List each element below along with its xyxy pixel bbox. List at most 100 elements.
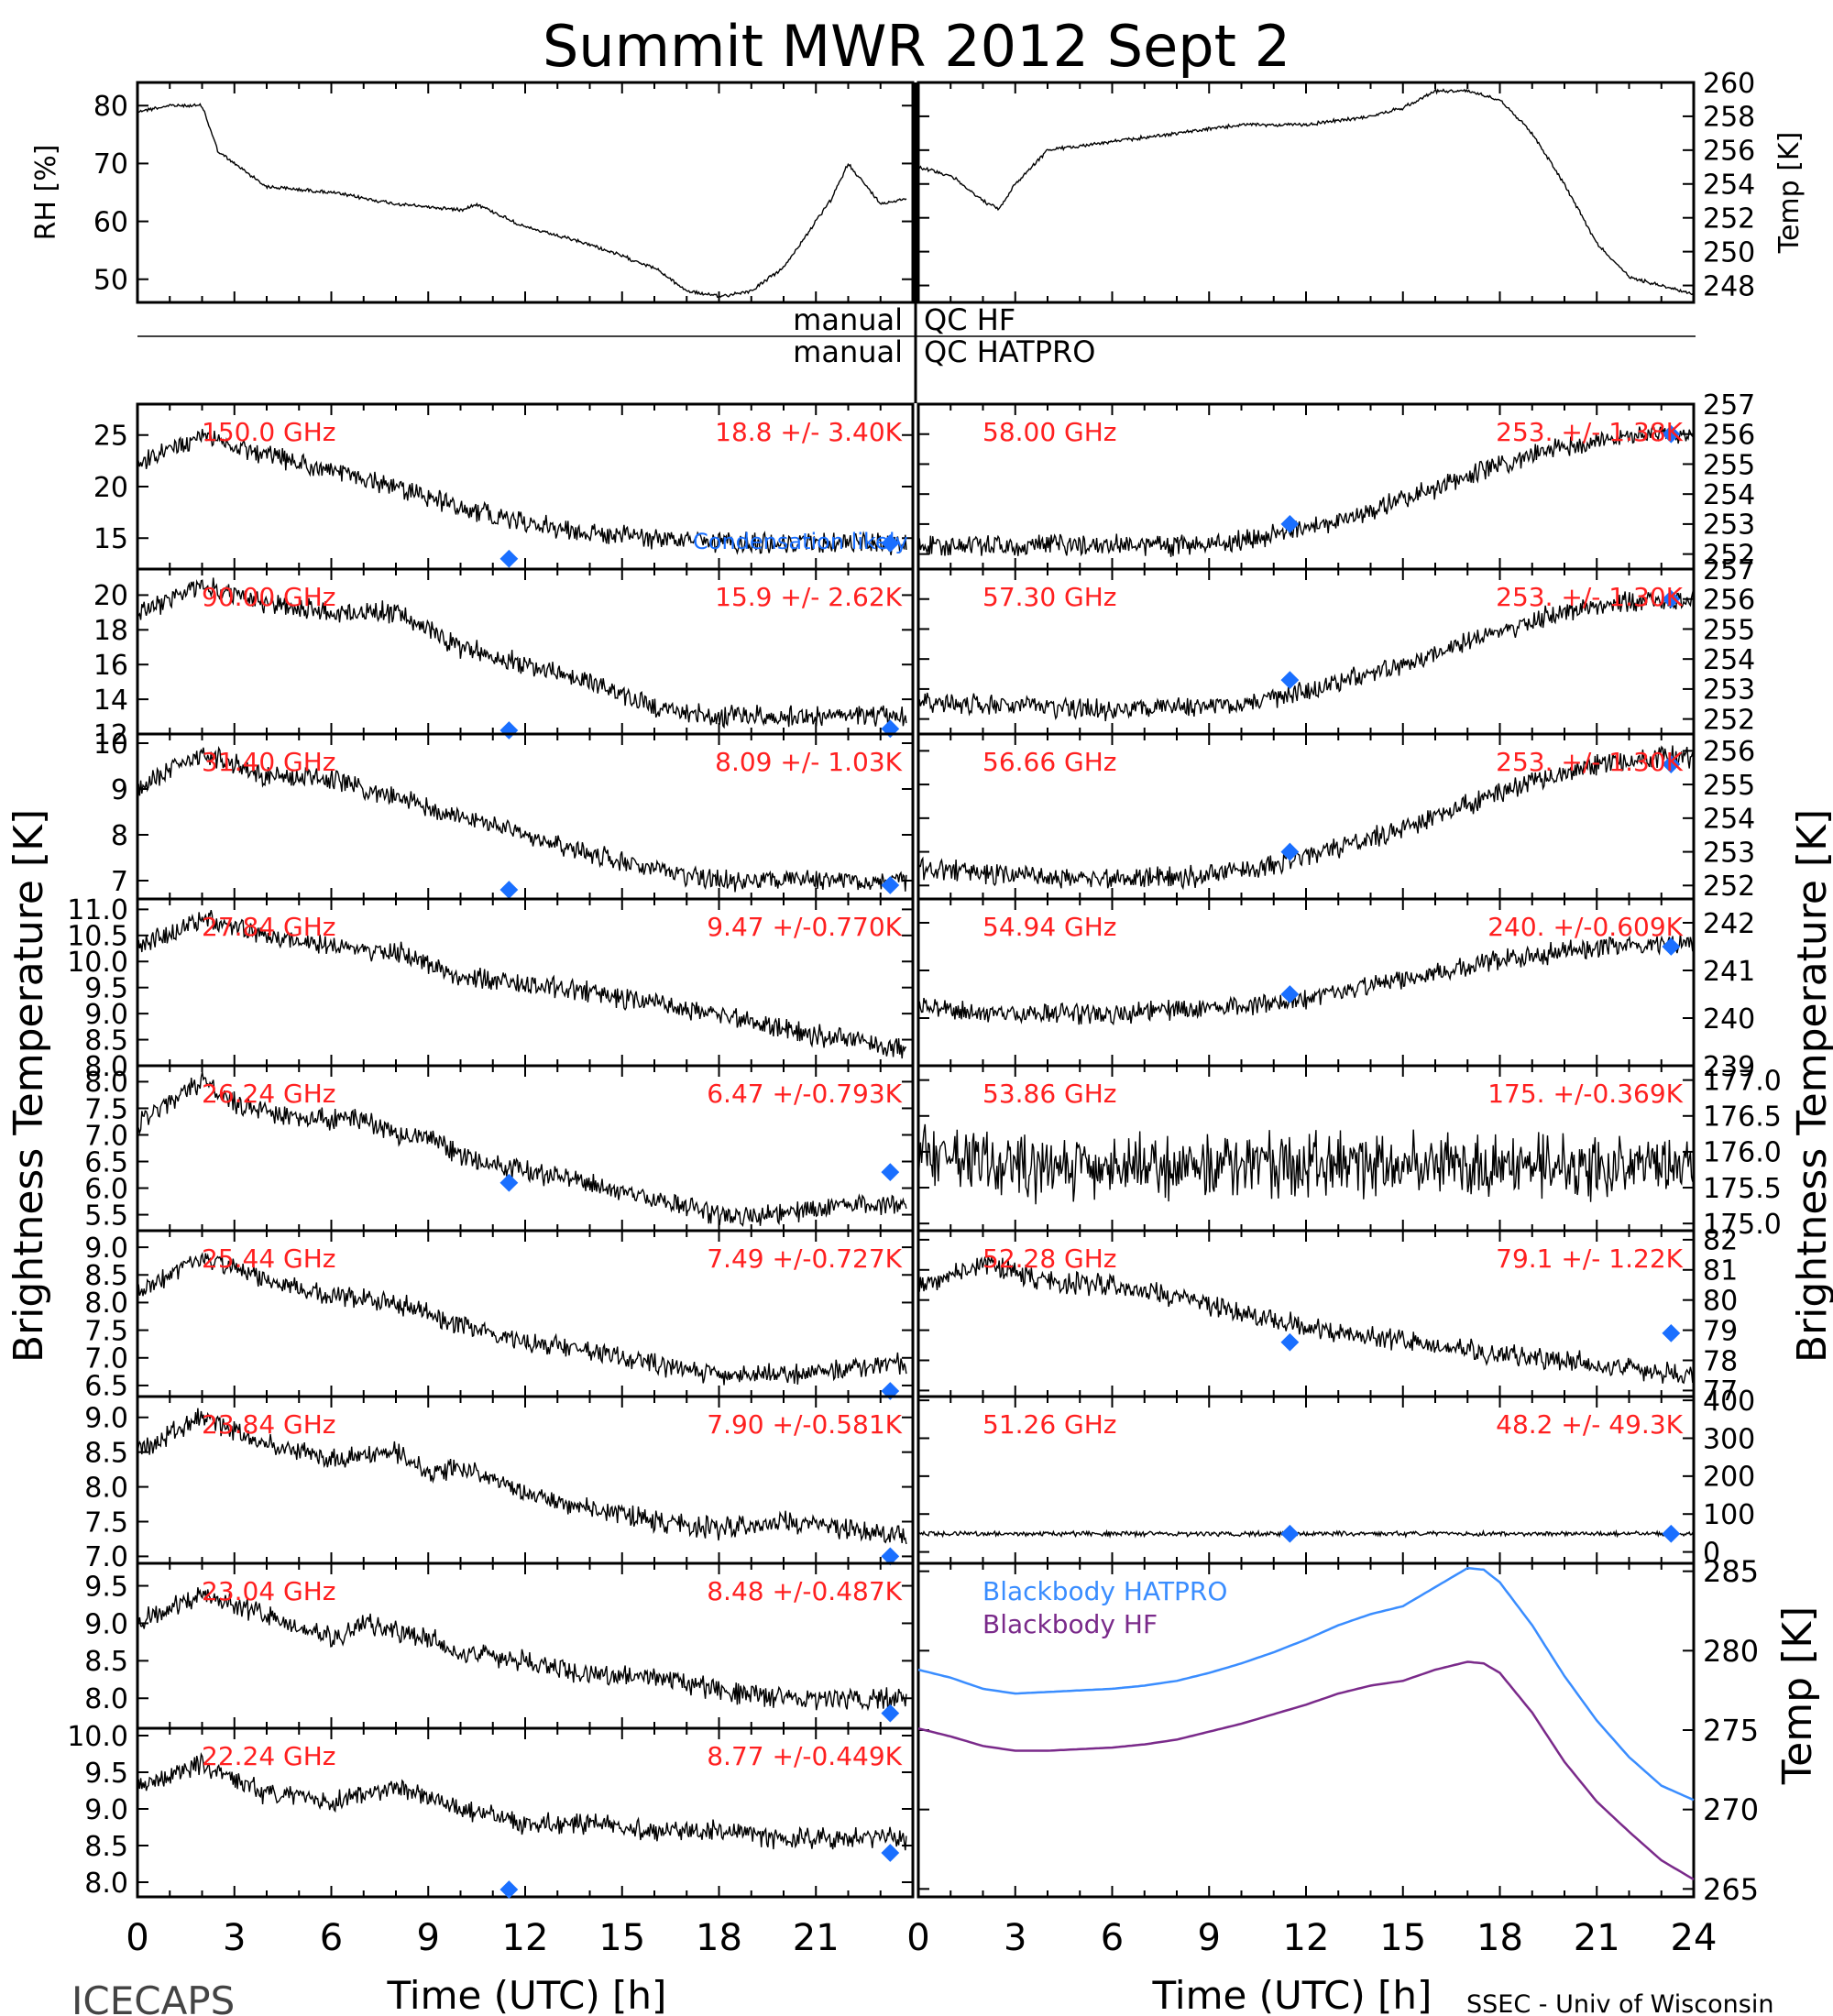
blackbody-panel-legend-label: Blackbody HF: [982, 1609, 1158, 1639]
panel-ch5386-y-tick-label: 176.5: [1703, 1101, 1782, 1134]
panel-ch5386-data-trace: [917, 1123, 1695, 1205]
rh-panel-data-trace: [137, 103, 907, 299]
rh-panel-y-tick-label: 60: [93, 206, 128, 238]
blackbody-panel-y-tick-label: 275: [1703, 1714, 1759, 1748]
panel-ch5228-y-tick-label: 78: [1703, 1345, 1738, 1377]
blackbody-panel-y-tick-label: 285: [1703, 1554, 1759, 1589]
temp-panel-y-tick-label: 250: [1703, 236, 1755, 268]
panel-ch5386-trace-line: [917, 1123, 1695, 1205]
panel-ch150-note-label: Condensation likely: [693, 529, 908, 554]
panel-ch5730-frequency-label: 57.30 GHz: [982, 582, 1117, 612]
left-x-axis-title: Time (UTC) [h]: [387, 1973, 667, 2016]
panel-ch2544-y-tick-label: 8.0: [84, 1287, 128, 1320]
left-x-tick-label: 9: [417, 1917, 440, 1959]
temp-panel-y-tick-label: 258: [1703, 102, 1755, 134]
panel-ch5666-data-trace: [917, 745, 1695, 891]
panel-ch5126-data-trace: [917, 1528, 1695, 1539]
blackbody-panel-y-tick-label: 265: [1703, 1872, 1759, 1907]
right-y-axis-title: Brightness Temperature [K]: [1789, 809, 1833, 1363]
panel-ch2384-frequency-label: 23.84 GHz: [202, 1409, 336, 1440]
temp-panel-trace-line: [918, 87, 1695, 296]
panel-ch5228-y-tick-label: 79: [1703, 1315, 1738, 1347]
panel-ch3140-y-tick-label: 7: [111, 866, 128, 898]
panel-ch150-marker: [881, 533, 900, 553]
blackbody-panel-legend-label: Blackbody HATPRO: [982, 1576, 1227, 1606]
panel-ch2224-marker: [499, 1880, 519, 1899]
panel-ch5800-stats-label: 253. +/- 1.38K: [1496, 417, 1683, 447]
panel-ch5800-y-tick-label: 256: [1703, 420, 1755, 452]
panel-ch5126-y-tick-label: 300: [1703, 1423, 1755, 1455]
panel-ch2304-y-tick-label: 8.5: [84, 1646, 128, 1678]
panel-ch2784-stats-label: 9.47 +/-0.770K: [707, 912, 902, 942]
panel-ch5386-stats-label: 175. +/-0.369K: [1487, 1079, 1683, 1109]
panel-ch2544-y-tick-label: 8.5: [84, 1260, 128, 1292]
panel-ch2304-y-tick-label: 9.0: [84, 1608, 128, 1640]
left-x-tick-label: 6: [320, 1917, 343, 1959]
panel-ch5800-y-tick-label: 252: [1703, 539, 1755, 571]
panel-ch2544-stats-label: 7.49 +/-0.727K: [707, 1244, 902, 1274]
panel-ch5126-marker: [1662, 1524, 1681, 1543]
rh-panel-trace-line: [137, 103, 907, 299]
panel-ch2544-frequency-label: 25.44 GHz: [202, 1244, 336, 1274]
panel-ch2304-stats-label: 8.48 +/-0.487K: [707, 1576, 902, 1606]
panel-ch2544-y-tick-label: 6.5: [84, 1371, 128, 1403]
panel-ch2384-y-tick-label: 9.0: [84, 1403, 128, 1435]
panel-ch3140-trace-line: [137, 745, 907, 893]
panel-ch5800-y-tick-label: 254: [1703, 479, 1755, 511]
panel-ch2624-y-tick-label: 8.0: [84, 1067, 128, 1099]
panel-ch5228-data-trace: [917, 1255, 1695, 1385]
panel-ch2304-marker: [881, 1704, 900, 1723]
panel-ch2624-marker: [499, 1173, 519, 1192]
qc-hatpro-left-label: manual: [793, 334, 903, 369]
panel-ch5800-marker: [1280, 515, 1300, 533]
panel-ch2384-y-tick-label: 8.5: [84, 1437, 128, 1469]
panel-ch5666-frequency-label: 56.66 GHz: [982, 747, 1117, 777]
panel-ch2384-data-trace: [137, 1408, 907, 1545]
panel-ch5126-y-tick-label: 400: [1703, 1386, 1755, 1418]
panel-ch5228-trace-line: [917, 1255, 1695, 1385]
panel-ch5228-marker: [1280, 1332, 1300, 1352]
panel-ch2784-y-tick-label: 11.0: [67, 894, 128, 926]
panel-ch5800-trace-line: [917, 424, 1695, 557]
panel-ch2384-y-tick-label: 8.0: [84, 1472, 128, 1504]
panel-ch5386-y-tick-label: 175.0: [1703, 1209, 1782, 1241]
panel-ch5228-marker: [1662, 1323, 1681, 1342]
panel-ch5386-frequency-label: 53.86 GHz: [982, 1079, 1117, 1109]
panel-ch3140-marker: [881, 876, 900, 894]
panel-ch5126-marker: [1280, 1524, 1300, 1543]
panel-ch150-marker: [499, 549, 519, 568]
panel-ch90-data-trace: [137, 577, 907, 729]
panel-ch2624-stats-label: 6.47 +/-0.793K: [707, 1079, 902, 1109]
panel-ch3140-y-tick-label: 8: [111, 820, 128, 852]
panel-ch5666-y-tick-label: 256: [1703, 736, 1755, 768]
panel-ch150-y-tick-label: 20: [93, 472, 128, 504]
panel-ch2624-marker: [881, 1163, 900, 1182]
panel-ch2784-y-tick-label: 9.0: [84, 999, 128, 1031]
panel-ch5730-marker: [1662, 589, 1681, 608]
panel-ch90-frequency-label: 90.00 GHz: [202, 582, 336, 612]
left-x-tick-label: 18: [696, 1917, 742, 1959]
panel-ch5228-y-tick-label: 80: [1703, 1285, 1738, 1317]
panel-ch90-y-tick-label: 20: [93, 580, 128, 612]
panel-ch5730-data-trace: [917, 590, 1695, 722]
panel-ch2624-frequency-label: 26.24 GHz: [202, 1079, 336, 1109]
panel-ch150-trace-line: [137, 428, 907, 555]
right-x-tick-label: 18: [1476, 1917, 1523, 1959]
panel-ch2784-y-tick-label: 10.5: [67, 921, 128, 953]
panel-ch5494-y-tick-label: 240: [1703, 1003, 1755, 1035]
panel-ch2624-y-tick-label: 7.0: [84, 1120, 128, 1152]
panel-ch5494-y-tick-label: 241: [1703, 956, 1755, 988]
qc-hf-right-label: QC HF: [924, 302, 1015, 337]
panel-ch2224-data-trace: [137, 1752, 907, 1851]
panel-ch2624-y-tick-label: 5.5: [84, 1200, 128, 1232]
blackbody-panel-y-tick-label: 280: [1703, 1634, 1759, 1669]
panel-ch90-trace-line: [137, 577, 907, 729]
panel-ch2384-stats-label: 7.90 +/-0.581K: [707, 1409, 902, 1440]
panel-ch2784-y-tick-label: 8.0: [84, 1051, 128, 1083]
panel-ch5666-y-tick-label: 252: [1703, 871, 1755, 903]
panel-ch90-stats-label: 15.9 +/- 2.62K: [715, 582, 902, 612]
panel-ch5386-y-tick-label: 176.0: [1703, 1137, 1782, 1169]
left-x-tick-label: 15: [598, 1917, 645, 1959]
panel-ch90-y-tick-label: 14: [93, 685, 128, 717]
panel-ch2384-trace-line: [137, 1408, 907, 1545]
